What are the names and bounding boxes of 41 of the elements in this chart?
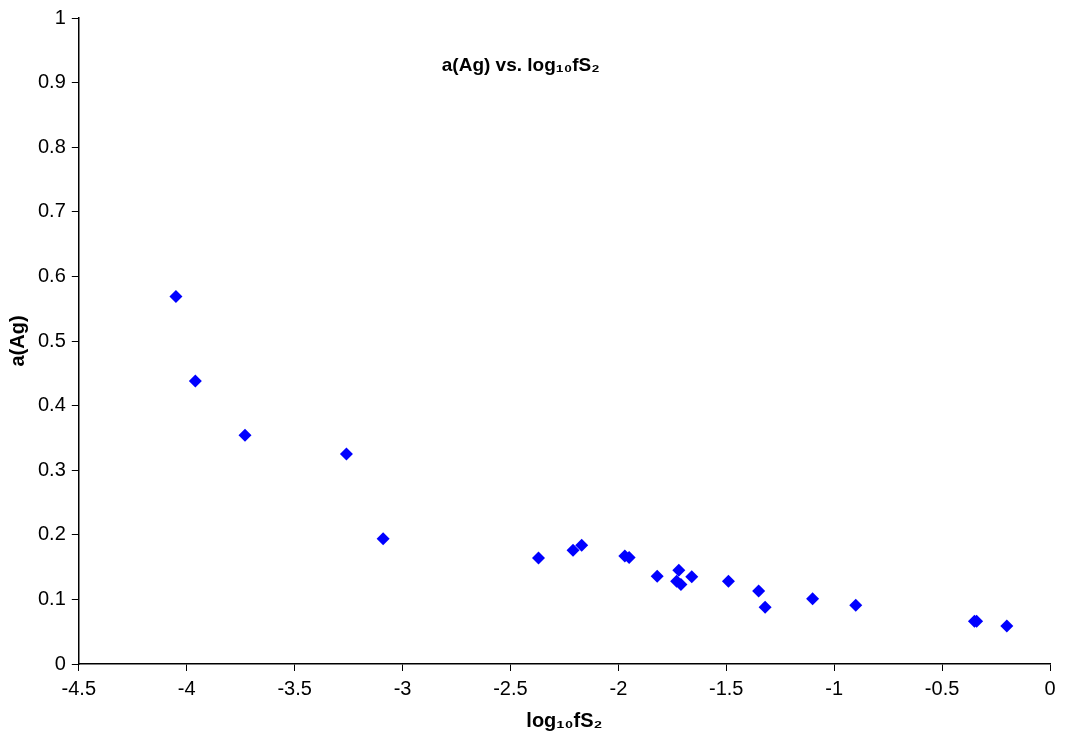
point: [685, 570, 699, 584]
x-tick-label: -1.5: [709, 676, 744, 699]
point: [806, 592, 820, 606]
y-tick-label: 0.6: [37, 263, 66, 286]
y-tick-label: 0.2: [37, 522, 66, 545]
point: [532, 551, 545, 565]
y-tick-label: 0.7: [37, 199, 66, 222]
point: [1000, 619, 1014, 633]
point: [339, 447, 353, 461]
point: [752, 584, 766, 598]
point: [188, 374, 202, 388]
x-tick-label: -0.5: [924, 676, 960, 699]
x-tick-label: -1: [825, 676, 844, 699]
point: [650, 569, 664, 583]
y-tick-label: 0.1: [37, 586, 66, 609]
point: [238, 428, 252, 442]
point: [721, 574, 735, 588]
y-tick-label: 0.3: [37, 457, 66, 480]
x-tick-label: -2: [609, 676, 628, 699]
point: [376, 532, 390, 546]
y-tick-label: 1: [54, 5, 66, 28]
point: [672, 563, 686, 577]
y-tick-label: 0.4: [37, 393, 66, 416]
point: [169, 289, 183, 303]
x-axis-title: log₁₀fS₂: [526, 708, 603, 731]
y-axis-title: a(Ag): [5, 315, 28, 367]
y-tick-label: 0.9: [37, 70, 66, 93]
x-tick-label: -3.5: [277, 676, 312, 699]
point: [566, 543, 580, 557]
y-tick-label: 0.8: [37, 134, 66, 157]
x-tick-label: -4: [177, 676, 196, 699]
point: [575, 538, 589, 552]
x-tick-label: -3: [393, 676, 412, 699]
x-tick-label: -2.5: [493, 676, 528, 699]
text: a(Ag) vs. log₁₀fS₂: [441, 54, 600, 76]
x-tick-label: 0: [1044, 676, 1056, 699]
point: [758, 600, 772, 614]
y-tick-label: 0.5: [37, 328, 66, 351]
point: [849, 598, 863, 612]
y-tick-label: 0: [54, 651, 66, 674]
x-tick-label: -4.5: [61, 676, 97, 699]
